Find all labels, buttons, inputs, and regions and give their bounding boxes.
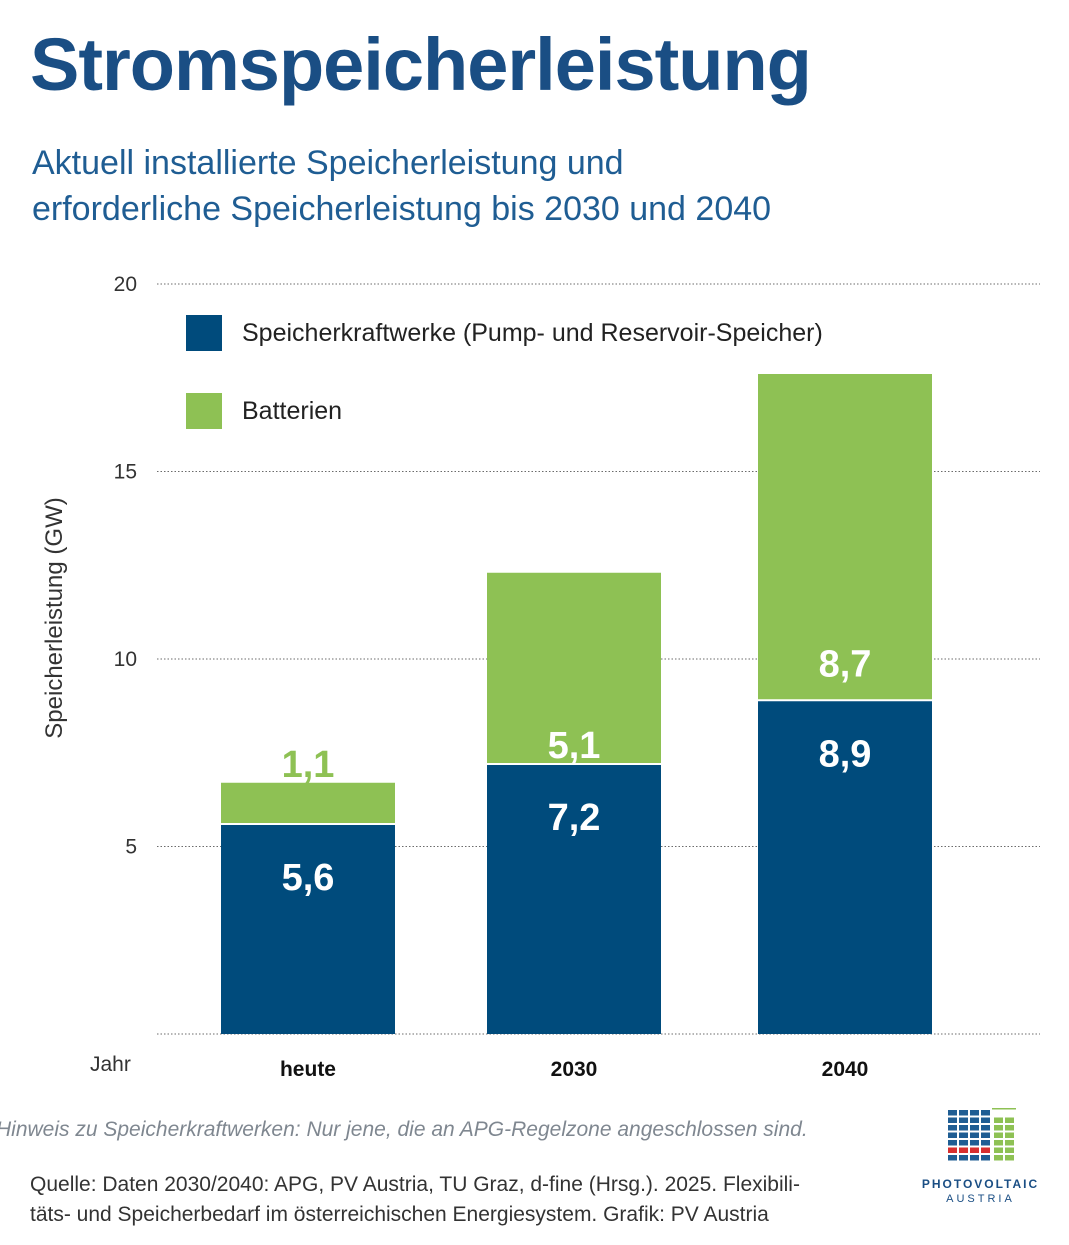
footnote: Hinweis zu Speicherkraftwerken: Nur jene… bbox=[0, 1118, 808, 1141]
chart-title: Stromspeicherleistung bbox=[30, 23, 812, 106]
bar-speicherkraftwerke bbox=[221, 824, 395, 1034]
bar-batterien bbox=[758, 374, 932, 701]
bar-batterien bbox=[221, 782, 395, 824]
y-tick-label: 15 bbox=[114, 461, 137, 484]
source-line-2: täts- und Speicherbedarf im österreichis… bbox=[30, 1203, 769, 1226]
source-line-1: Quelle: Daten 2030/2040: APG, PV Austria… bbox=[30, 1173, 800, 1196]
x-tick-label: 2040 bbox=[822, 1058, 869, 1081]
x-axis-label: Jahr bbox=[90, 1053, 131, 1076]
y-tick-label: 20 bbox=[114, 273, 137, 296]
logo-wordmark-line-2: AUSTRIA bbox=[946, 1193, 1015, 1205]
legend-label: Speicherkraftwerke (Pump- und Reservoir-… bbox=[242, 319, 823, 347]
bar-batterien bbox=[487, 572, 661, 764]
chart-subtitle: Aktuell installierte Speicherleistung un… bbox=[32, 140, 1032, 232]
data-label-speicherkraftwerke: 5,6 bbox=[282, 857, 335, 899]
subtitle-line-2: erforderliche Speicherleistung bis 2030 … bbox=[32, 190, 772, 228]
y-axis-label: Speicherleistung (GW) bbox=[41, 497, 68, 738]
logo-wordmark-line-1: PHOTOVOLTAIC bbox=[921, 1177, 1040, 1191]
source-note: Quelle: Daten 2030/2040: APG, PV Austria… bbox=[30, 1170, 900, 1230]
bar-speicherkraftwerke bbox=[758, 700, 932, 1034]
data-label-batterien: 5,1 bbox=[548, 725, 601, 767]
subtitle-line-1: Aktuell installierte Speicherleistung un… bbox=[32, 144, 624, 182]
data-label-speicherkraftwerke: 7,2 bbox=[548, 797, 601, 839]
y-tick-label: 5 bbox=[125, 836, 137, 859]
photovoltaic-austria-logo bbox=[948, 1108, 1016, 1161]
legend-swatch bbox=[186, 393, 222, 429]
bar-speicherkraftwerke bbox=[487, 764, 661, 1034]
stacked-bar-chart: 5 10 15 20 Speicherleistung (GW) Jahr 5,6 1,1 he… bbox=[41, 273, 1040, 1081]
x-tick-label: 2030 bbox=[551, 1058, 598, 1081]
legend-swatch bbox=[186, 315, 222, 351]
x-tick-label: heute bbox=[280, 1058, 336, 1081]
y-tick-label: 10 bbox=[114, 648, 137, 671]
data-label-batterien: 1,1 bbox=[282, 744, 335, 786]
legend-label: Batterien bbox=[242, 397, 342, 425]
data-label-speicherkraftwerke: 8,9 bbox=[819, 733, 872, 775]
data-label-batterien: 8,7 bbox=[819, 643, 872, 685]
